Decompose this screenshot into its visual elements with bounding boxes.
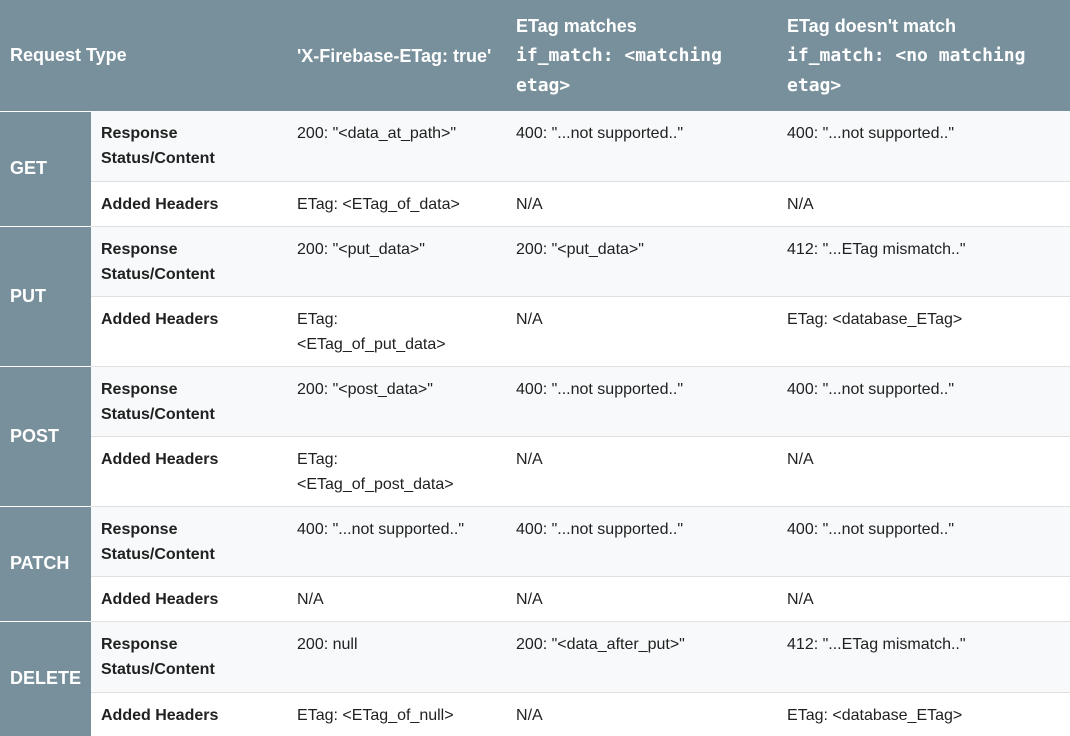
cell-etag-matches: 200: "<put_data>" [506, 226, 778, 297]
header-etag-matches-code-1: if_match: <matching [516, 44, 722, 66]
cell-x-firebase: 200: null [287, 621, 507, 693]
cell-x-firebase: 200: "<data_at_path>" [287, 111, 507, 182]
field-label-line-1: Response [101, 380, 178, 398]
cell-etag-matches: N/A [506, 692, 778, 736]
cell-line-1: ETag: <ETag_of_null> [297, 706, 454, 724]
header-etag-no-match-code-2: etag> [787, 74, 842, 96]
field-label-line-2: Status/Content [101, 265, 215, 283]
cell-etag-no-match: N/A [777, 181, 1070, 227]
cell-etag-matches: N/A [506, 436, 778, 507]
cell-etag-matches: 400: "...not supported.." [506, 506, 778, 577]
field-label-line-2: Status/Content [101, 405, 215, 423]
cell-x-firebase: ETag: <ETag_of_data> [287, 181, 507, 227]
field-label-line-1: Response [101, 635, 178, 653]
method-delete: DELETE [0, 620, 91, 736]
header-etag-matches-title: ETag matches [516, 15, 637, 36]
cell-etag-matches: N/A [506, 576, 778, 622]
field-label-added-headers: Added Headers [91, 296, 288, 367]
table-row-patch-response: PATCH Response Status/Content 400: "...no… [0, 505, 1070, 621]
cell-etag-no-match: 412: "...ETag mismatch.." [777, 621, 1070, 693]
field-label: Response Status/Content [91, 111, 288, 182]
cell-etag-no-match: N/A [777, 436, 1070, 507]
method-get: GET [0, 110, 91, 226]
cell-line-2: <ETag_of_put_data> [297, 335, 446, 353]
field-label-added-headers: Added Headers [91, 181, 288, 227]
table-header-row: Request Type 'X-Firebase-ETag: true' ETa… [0, 0, 1070, 111]
table-row-delete-response: DELETE Response Status/Content 200: null … [0, 620, 1070, 736]
field-label-line-2: Status/Content [101, 545, 215, 563]
cell-etag-no-match: ETag: <database_ETag> [777, 692, 1070, 736]
field-label-added-headers: Added Headers [91, 692, 288, 736]
cell-etag-no-match: N/A [777, 576, 1070, 622]
method-put: PUT [0, 225, 91, 366]
field-label-line-2: Status/Content [101, 660, 215, 678]
cell-line-1: N/A [297, 590, 324, 608]
cell-x-firebase: 400: "...not supported.." [287, 506, 507, 577]
table-row-get-headers: Added Headers ETag: <ETag_of_data> N/A N… [0, 181, 1070, 227]
cell-etag-no-match: 400: "...not supported.." [777, 111, 1070, 182]
cell-etag-no-match: 412: "...ETag mismatch.." [777, 226, 1070, 297]
cell-x-firebase: N/A [287, 576, 507, 622]
table-row-post-response: POST Response Status/Content 200: "<post_… [0, 365, 1070, 506]
header-etag-no-match: ETag doesn't match if_match: <no matchin… [777, 0, 1070, 111]
field-label-line-1: Response [101, 520, 178, 538]
cell-x-firebase: 200: "<post_data>" [287, 366, 507, 437]
field-label-added-headers: Added Headers [91, 436, 288, 507]
header-etag-no-match-title: ETag doesn't match [787, 15, 956, 36]
cell-etag-matches: 400: "...not supported.." [506, 366, 778, 437]
cell-line-1: ETag: [297, 310, 338, 328]
cell-etag-matches: N/A [506, 296, 778, 367]
cell-line-1: ETag: [297, 450, 338, 468]
cell-etag-no-match: ETag: <database_ETag> [777, 296, 1070, 367]
table-row-put-response: PUT Response Status/Content 200: "<put_da… [0, 225, 1070, 366]
field-label: Response Status/Content [91, 366, 288, 437]
cell-x-firebase: ETag: <ETag_of_null> [287, 692, 507, 736]
cell-etag-matches: 200: "<data_after_put>" [506, 621, 778, 693]
table-row-get-response: GET Response Status/Content 200: "<data_a… [0, 110, 1070, 226]
table-row-post-headers: Added Headers ETag: <ETag_of_post_data> N… [0, 436, 1070, 507]
field-label-line-1: Response [101, 240, 178, 258]
method-post: POST [0, 365, 91, 506]
header-etag-matches: ETag matches if_match: <matching etag> [506, 0, 778, 111]
table-row-delete-headers: Added Headers ETag: <ETag_of_null> N/A E… [0, 692, 1070, 736]
header-etag-matches-code-2: etag> [516, 74, 571, 96]
method-patch: PATCH [0, 505, 91, 621]
cell-line-2: <ETag_of_post_data> [297, 475, 454, 493]
cell-line-1: ETag: <ETag_of_data> [297, 195, 460, 213]
header-x-firebase-etag: 'X-Firebase-ETag: true' [287, 0, 507, 111]
cell-etag-no-match: 400: "...not supported.." [777, 366, 1070, 437]
cell-etag-matches: 400: "...not supported.." [506, 111, 778, 182]
cell-x-firebase: 200: "<put_data>" [287, 226, 507, 297]
field-label: Response Status/Content [91, 226, 288, 297]
field-label-line-1: Response [101, 125, 178, 142]
cell-x-firebase: ETag: <ETag_of_put_data> [287, 296, 507, 367]
cell-etag-no-match: 400: "...not supported.." [777, 506, 1070, 577]
table-row-patch-headers: Added Headers N/A N/A N/A [0, 576, 1070, 622]
cell-x-firebase: ETag: <ETag_of_post_data> [287, 436, 507, 507]
header-request-type: Request Type [0, 0, 288, 111]
table-row-put-headers: Added Headers ETag: <ETag_of_put_data> N/… [0, 296, 1070, 367]
field-label-line-2: Status/Content [101, 150, 215, 167]
header-etag-no-match-code-1: if_match: <no matching [787, 44, 1026, 66]
field-label: Response Status/Content [91, 621, 288, 693]
field-label: Response Status/Content [91, 506, 288, 577]
cell-etag-matches: N/A [506, 181, 778, 227]
field-label-added-headers: Added Headers [91, 576, 288, 622]
